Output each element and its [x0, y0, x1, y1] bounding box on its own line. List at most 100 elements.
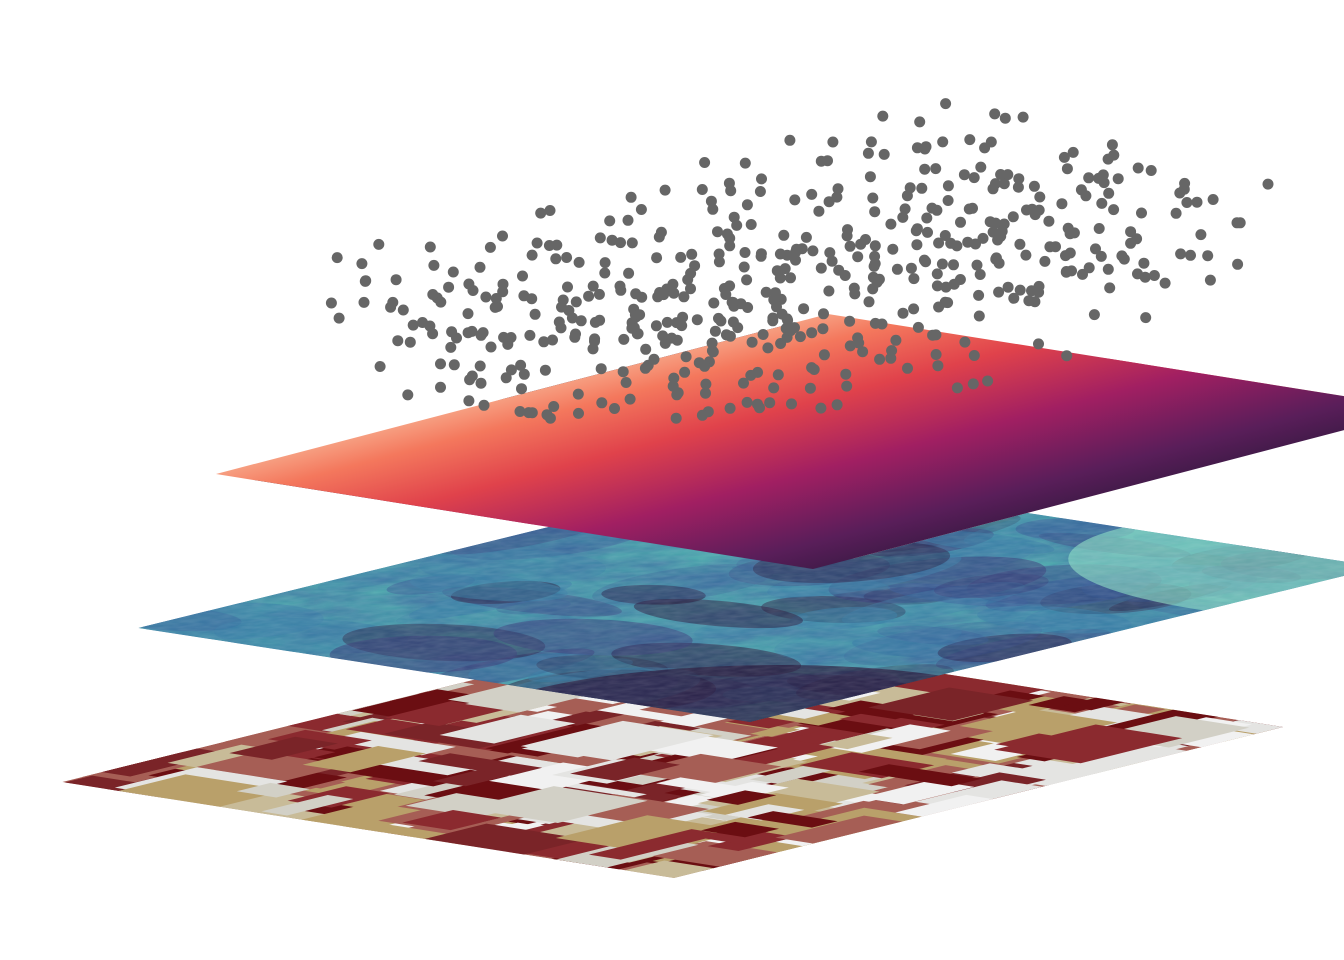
data-point: [680, 351, 692, 363]
data-point: [1234, 217, 1246, 229]
data-point: [857, 346, 869, 358]
category-patch: [384, 700, 506, 726]
data-point: [975, 161, 987, 173]
data-point: [691, 314, 703, 326]
data-point: [556, 301, 567, 313]
data-point: [930, 163, 942, 175]
data-point: [818, 349, 830, 361]
data-point: [738, 377, 749, 389]
category-patch: [229, 736, 338, 760]
data-point: [462, 308, 474, 320]
data-point: [724, 330, 736, 342]
data-point: [955, 216, 966, 228]
data-point: [732, 322, 744, 334]
data-point: [720, 289, 732, 300]
data-point: [921, 212, 933, 224]
data-point: [544, 205, 556, 216]
data-point: [604, 215, 616, 227]
data-point: [724, 232, 736, 244]
data-point: [1039, 255, 1051, 267]
data-point: [840, 368, 852, 380]
data-point: [1023, 295, 1035, 307]
data-point: [497, 278, 509, 290]
data-point: [1204, 274, 1216, 286]
data-point: [1088, 309, 1100, 321]
data-point: [626, 322, 638, 334]
data-point: [1033, 286, 1045, 298]
data-point: [1021, 204, 1032, 216]
data-point: [827, 136, 839, 148]
data-point: [424, 320, 436, 332]
data-point: [535, 207, 547, 219]
data-point: [869, 240, 881, 252]
data-point: [543, 240, 555, 251]
data-point: [671, 317, 683, 329]
data-point: [768, 294, 780, 306]
data-point: [500, 372, 512, 384]
data-point: [566, 312, 578, 324]
data-point: [973, 289, 985, 301]
data-point: [397, 304, 409, 316]
data-point: [387, 296, 399, 308]
data-point: [475, 377, 487, 389]
category-patch: [520, 720, 714, 761]
data-point: [1170, 207, 1182, 219]
data-point: [948, 259, 959, 271]
data-point: [989, 108, 1001, 120]
data-point: [655, 226, 667, 238]
data-point: [1102, 263, 1114, 275]
data-point: [1093, 223, 1105, 234]
category-patch: [706, 790, 777, 805]
data-point: [806, 188, 818, 200]
data-point: [931, 280, 943, 292]
category-patch: [402, 810, 502, 831]
data-point: [402, 389, 414, 401]
data-point: [615, 237, 626, 249]
data-point: [724, 240, 736, 252]
data-point: [617, 366, 629, 378]
data-point: [754, 402, 765, 414]
data-point: [639, 362, 651, 374]
data-point: [671, 334, 683, 346]
data-point: [538, 336, 550, 348]
data-point: [1112, 173, 1124, 185]
data-point: [682, 274, 694, 286]
data-point: [1132, 162, 1144, 174]
data-point: [806, 362, 818, 374]
data-point: [700, 378, 712, 390]
data-point: [959, 336, 971, 348]
data-point: [919, 163, 931, 175]
data-point: [930, 349, 942, 360]
data-point: [446, 326, 458, 338]
data-point: [325, 297, 337, 309]
data-point: [570, 328, 581, 340]
data-point: [908, 273, 920, 285]
data-point: [626, 237, 638, 249]
data-point: [1056, 198, 1068, 210]
data-point: [515, 359, 527, 371]
data-point: [1175, 248, 1187, 260]
category-patch: [895, 794, 1005, 819]
data-point: [634, 309, 646, 321]
data-point: [1034, 191, 1046, 203]
category-patch: [261, 794, 354, 816]
data-point: [768, 382, 780, 394]
data-point: [715, 315, 727, 327]
data-point: [524, 329, 536, 341]
data-point: [392, 335, 404, 347]
data-point: [741, 274, 753, 286]
data-point: [624, 393, 636, 405]
data-point: [914, 116, 926, 128]
data-point: [993, 286, 1005, 298]
data-point: [374, 361, 386, 372]
data-point: [995, 169, 1007, 180]
data-point: [518, 368, 530, 380]
data-point: [897, 211, 909, 223]
category-patch: [656, 777, 742, 793]
data-point: [474, 360, 486, 372]
data-point: [356, 258, 368, 270]
data-point: [869, 250, 881, 262]
data-point: [1060, 250, 1071, 262]
data-point: [878, 148, 890, 160]
category-patch: [555, 815, 727, 851]
